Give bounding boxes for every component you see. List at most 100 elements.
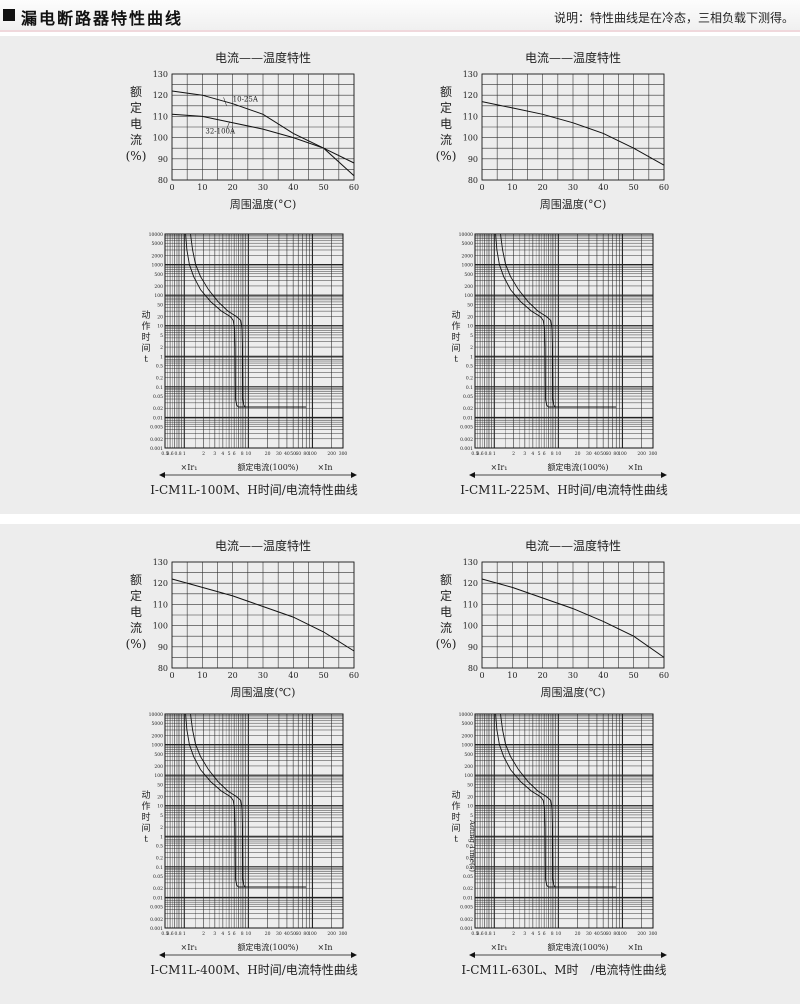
- trip-xtick: 200: [637, 931, 646, 937]
- trip-ytick: 10000: [149, 232, 163, 238]
- trip-xtick: 1: [493, 451, 496, 457]
- temp-ylabel: 流: [440, 621, 452, 635]
- trip-ytick: 2: [160, 825, 163, 831]
- temp-ytick: 90: [158, 643, 168, 652]
- trip-ytick: 50: [157, 302, 163, 308]
- trip-ytick: 5000: [152, 241, 164, 247]
- trip-xtick: 8: [551, 931, 554, 937]
- trip-xtick: 100: [308, 931, 317, 937]
- temp-curve-1: [171, 578, 355, 652]
- temp-xtick: 10: [197, 183, 207, 192]
- trip-ytick: 0.01: [153, 415, 163, 421]
- temp-curve-1: [481, 578, 665, 658]
- temp-ytick: 90: [158, 155, 168, 164]
- temp-xtick: 40: [288, 183, 298, 192]
- trip-xtick: 200: [637, 451, 646, 457]
- trip-ytick: 0.01: [153, 895, 163, 901]
- trip-plot-frame: [164, 233, 344, 449]
- temp-ytick: 130: [463, 70, 478, 79]
- trip-ytick: 2: [160, 345, 163, 351]
- trip-ytick: 2000: [152, 733, 164, 739]
- temp-ytick: 130: [153, 558, 168, 567]
- arrow-left-icon: [469, 472, 475, 478]
- trip-curve-1: [495, 233, 617, 408]
- trip-ylabel: 间: [141, 822, 150, 834]
- trip-xtick: 30: [586, 931, 592, 937]
- trip-curve-2: [190, 713, 307, 888]
- temp-ytick: 110: [463, 112, 478, 121]
- arrow-left-icon: [159, 952, 165, 958]
- temp-curve-2: [171, 113, 355, 164]
- temp-xtick: 40: [598, 183, 608, 192]
- trip-ytick: 0.02: [153, 406, 163, 412]
- trip-xtick: 6: [233, 931, 236, 937]
- trip-xtick: 0.6: [166, 931, 173, 937]
- trip-xtick: 4: [531, 451, 534, 457]
- trip-chart-caption: I-CM1L-630L、M时 /电流特性曲线: [461, 962, 666, 977]
- trip-xtick: 30: [276, 931, 282, 937]
- temp-xtick: 60: [659, 671, 669, 680]
- trip-chart-caption: I-CM1L-225M、H时间/电流特性曲线: [460, 482, 668, 497]
- trip-xtick: 20: [575, 451, 581, 457]
- trip-ytick: 0.02: [463, 886, 473, 892]
- trip-ylabel: 时: [141, 811, 150, 823]
- page-header: 漏电断路器特性曲线 说明：特性曲线是在冷态，三相负载下测得。: [0, 0, 800, 32]
- temp-xtick: 10: [507, 671, 517, 680]
- trip-xtick: 3: [523, 451, 526, 457]
- trip-ytick: 0.2: [466, 376, 473, 382]
- trip-ytick: 0.001: [150, 446, 163, 452]
- temp-xtick: 20: [538, 671, 548, 680]
- page-title: 漏电断路器特性曲线: [21, 9, 184, 28]
- temp-ytick: 110: [463, 600, 478, 609]
- trip-ytick: 1: [160, 834, 163, 840]
- trip-ytick: 2000: [462, 733, 474, 739]
- trip-xtick: 5: [538, 931, 541, 937]
- square-bullet-icon: [3, 9, 15, 21]
- temp-curve-1: [481, 101, 665, 166]
- temp-ytick: 110: [153, 112, 168, 121]
- temp-ylabel: 定: [440, 588, 452, 603]
- trip-xtick: 5: [228, 931, 231, 937]
- temp-ylabel: 流: [130, 133, 142, 147]
- temp-xtick: 20: [538, 183, 548, 192]
- temp-ylabel: (%): [126, 637, 147, 651]
- trip-chart-caption: I-CM1L-100M、H时间/电流特性曲线: [150, 482, 358, 497]
- temp-ylabel: 电: [130, 605, 142, 619]
- trip-chart-3: 100005000200010005002001005020105210.50.…: [141, 712, 357, 977]
- trip-xtick: 20: [265, 931, 271, 937]
- temp-xtick: 10: [197, 671, 207, 680]
- trip-ylabel: 间: [451, 342, 460, 354]
- trip-plot-frame: [474, 713, 654, 929]
- trip-xtick: 80: [303, 451, 309, 457]
- trip-ytick: 0.05: [463, 394, 473, 400]
- trip-ytick: 500: [464, 752, 473, 758]
- temp-ylabel: 额: [130, 85, 142, 99]
- temp-xtick: 30: [258, 183, 268, 192]
- trip-xtick: 20: [265, 451, 271, 457]
- trip-ytick: 5000: [462, 721, 474, 727]
- trip-ytick: 2: [470, 345, 473, 351]
- temp-xtick: 0: [479, 183, 484, 192]
- trip-ytick: 1000: [152, 743, 164, 749]
- trip-ytick: 10000: [459, 712, 473, 718]
- trip-curve-2: [500, 713, 617, 888]
- trip-ytick: 1: [470, 354, 473, 360]
- trip-ytick: 0.1: [466, 385, 473, 391]
- trip-ytick: 0.002: [460, 917, 473, 923]
- temp-xtick: 20: [228, 183, 238, 192]
- temp-xlabel: 周围温度(℃): [231, 685, 296, 699]
- temp-xtick: 60: [659, 183, 669, 192]
- chart-panel-bottom: [0, 524, 800, 1004]
- temp-xtick: 50: [629, 183, 639, 192]
- trip-xtick: 3: [213, 931, 216, 937]
- temp-ylabel: (%): [436, 637, 457, 651]
- trip-ytick: 20: [467, 315, 473, 321]
- temp-xtick: 40: [288, 671, 298, 680]
- trip-ylabel: 时: [451, 811, 460, 823]
- temp-plot-frame: [481, 561, 665, 669]
- trip-ytick: 0.02: [153, 886, 163, 892]
- trip-xtick: 100: [308, 451, 317, 457]
- trip-ytick: 50: [467, 782, 473, 788]
- trip-chart-caption: I-CM1L-400M、H时间/电流特性曲线: [150, 962, 358, 977]
- trip-curve-1: [185, 233, 307, 408]
